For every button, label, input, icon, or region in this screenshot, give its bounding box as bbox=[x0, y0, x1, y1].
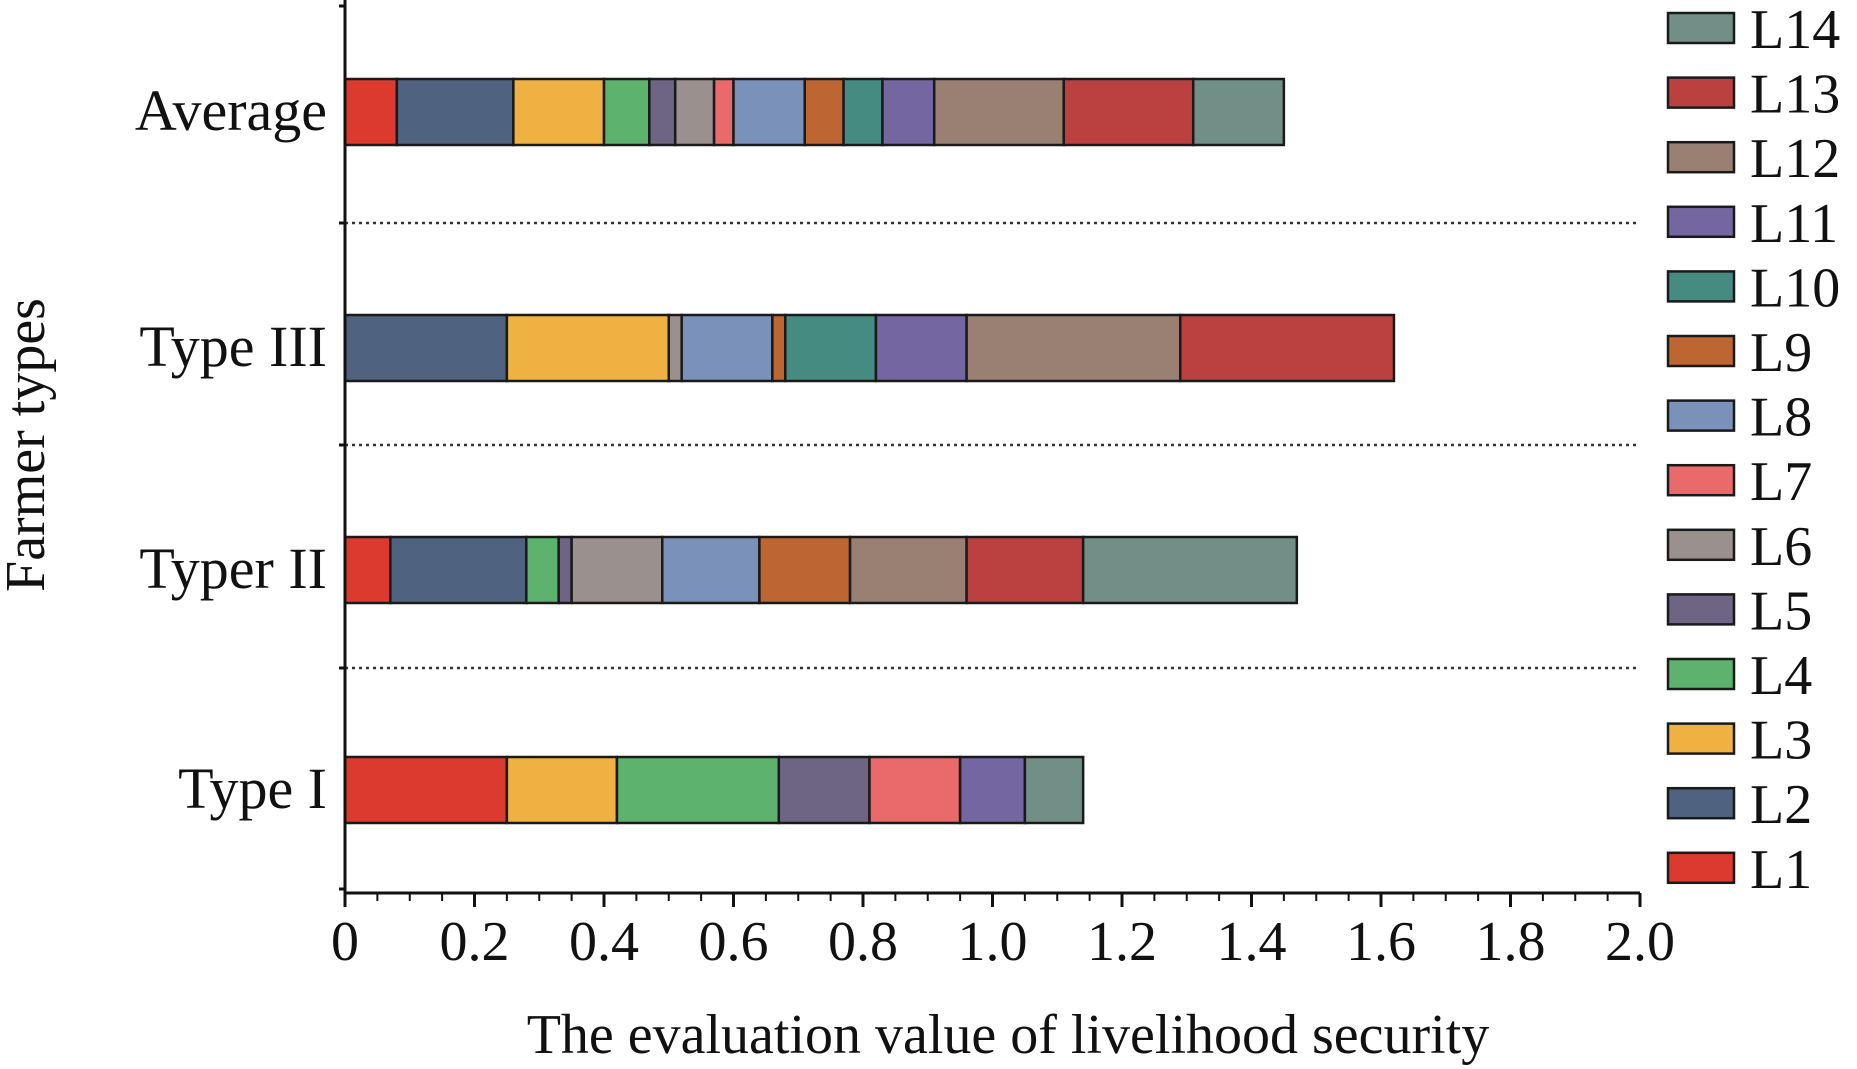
x-tick-label: 1.4 bbox=[1217, 911, 1287, 973]
bar-segment-l5 bbox=[777, 755, 871, 825]
x-tick-label: 1.2 bbox=[1087, 911, 1157, 973]
bar-segment-l10 bbox=[842, 77, 884, 147]
bar-segment-l4 bbox=[615, 755, 781, 825]
bar-segment-l7 bbox=[712, 77, 735, 147]
x-tick-label: 0.2 bbox=[440, 911, 510, 973]
legend-label-l4: L4 bbox=[1750, 645, 1812, 707]
legend-swatch-l8 bbox=[1666, 399, 1736, 432]
legend-label-l2: L2 bbox=[1750, 774, 1812, 836]
legend-label-l1: L1 bbox=[1750, 839, 1812, 901]
bar-segment-l1 bbox=[343, 77, 399, 147]
legend-label-l13: L13 bbox=[1750, 64, 1840, 126]
bar-segment-l13 bbox=[1179, 313, 1396, 383]
bar-segment-l2 bbox=[343, 313, 509, 383]
legend-swatch-l1 bbox=[1666, 851, 1736, 885]
legend-label-l14: L14 bbox=[1750, 0, 1840, 61]
bar-segment-l11 bbox=[874, 313, 968, 383]
legend-swatch-l14 bbox=[1666, 11, 1736, 45]
legend-label-l11: L11 bbox=[1750, 193, 1838, 255]
legend-swatch-l11 bbox=[1666, 205, 1736, 239]
y-tick-label: Average bbox=[135, 78, 327, 143]
bar-segment-l13 bbox=[1062, 77, 1195, 147]
legend-label-l12: L12 bbox=[1750, 128, 1840, 190]
gridlines bbox=[345, 221, 1640, 670]
x-tick-label: 1.8 bbox=[1476, 911, 1546, 973]
bar-segment-l12 bbox=[965, 313, 1182, 383]
legend-label-l8: L8 bbox=[1750, 387, 1812, 449]
bars bbox=[343, 77, 1396, 825]
bar-segment-l14 bbox=[1023, 755, 1085, 825]
legend-label-l10: L10 bbox=[1750, 257, 1840, 319]
bar-segment-l14 bbox=[1081, 535, 1299, 605]
legend-swatch-l2 bbox=[1666, 786, 1736, 820]
bar-segment-l5 bbox=[648, 77, 677, 147]
legend-swatch-l13 bbox=[1666, 76, 1736, 109]
bar-segment-l6 bbox=[673, 77, 716, 147]
bar-segment-l4 bbox=[602, 77, 651, 147]
legend-swatch-l7 bbox=[1666, 463, 1736, 497]
x-tick-label: 0.6 bbox=[699, 911, 769, 973]
bar-segment-l8 bbox=[732, 77, 806, 147]
bar-segment-l14 bbox=[1191, 77, 1286, 147]
bar-segment-l9 bbox=[771, 313, 787, 383]
bar-segment-l2 bbox=[395, 77, 515, 147]
y-tick-label: Type III bbox=[139, 314, 327, 379]
legend-label-l6: L6 bbox=[1750, 516, 1812, 578]
legend-label-l5: L5 bbox=[1750, 580, 1812, 642]
bar-segment-l4 bbox=[525, 535, 560, 605]
bar-segment-l5 bbox=[557, 535, 573, 605]
x-tick-label: 2.0 bbox=[1605, 911, 1675, 973]
legend-swatch-l3 bbox=[1666, 722, 1736, 755]
x-tick-label: 0.8 bbox=[828, 911, 898, 973]
x-tick-label: 0 bbox=[331, 911, 359, 973]
bar-segment-l8 bbox=[661, 535, 761, 605]
legend-swatch-l12 bbox=[1666, 140, 1736, 174]
bar-segment-l1 bbox=[343, 535, 392, 605]
bar-segment-l12 bbox=[932, 77, 1065, 147]
x-tick-label: 1.6 bbox=[1346, 911, 1416, 973]
legend-label-l3: L3 bbox=[1750, 710, 1812, 772]
bar-segment-l8 bbox=[680, 313, 774, 383]
legend-label-l7: L7 bbox=[1750, 451, 1812, 513]
bar-segment-l3 bbox=[512, 77, 606, 147]
bar-segment-l7 bbox=[868, 755, 962, 825]
bar-segment-l3 bbox=[505, 755, 619, 825]
y-tick-label: Typer II bbox=[139, 536, 327, 601]
x-tick-label: 1.0 bbox=[958, 911, 1028, 973]
bar-segment-l6 bbox=[667, 313, 683, 383]
x-axis-label: The evaluation value of livelihood secur… bbox=[527, 1004, 1490, 1066]
bar-segment-l12 bbox=[848, 535, 968, 605]
bar-segment-l11 bbox=[958, 755, 1027, 825]
bar-segment-l10 bbox=[784, 313, 878, 383]
bar-segment-l2 bbox=[389, 535, 528, 605]
bar-segment-l6 bbox=[570, 535, 664, 605]
legend-swatch-l4 bbox=[1666, 657, 1736, 691]
legend-swatch-l10 bbox=[1666, 270, 1736, 303]
legend-swatch-l5 bbox=[1666, 593, 1736, 626]
bar-segment-l1 bbox=[343, 755, 509, 825]
bar-segment-l3 bbox=[505, 313, 670, 383]
legend-swatch-l6 bbox=[1666, 528, 1736, 562]
bar-segment-l11 bbox=[881, 77, 936, 147]
legend-swatch-l9 bbox=[1666, 334, 1736, 368]
bar-segment-l9 bbox=[803, 77, 845, 147]
bar-segment-l13 bbox=[965, 535, 1085, 605]
y-axis-label: Farmer types bbox=[0, 298, 57, 592]
bar-segment-l9 bbox=[758, 535, 852, 605]
y-tick-label: Type I bbox=[178, 756, 327, 821]
legend-label-l9: L9 bbox=[1750, 322, 1812, 384]
x-tick-label: 0.4 bbox=[569, 911, 639, 973]
axes: Type I Typer II Type III Average 0 0.2 0.4 0.6 0… bbox=[135, 0, 1675, 973]
